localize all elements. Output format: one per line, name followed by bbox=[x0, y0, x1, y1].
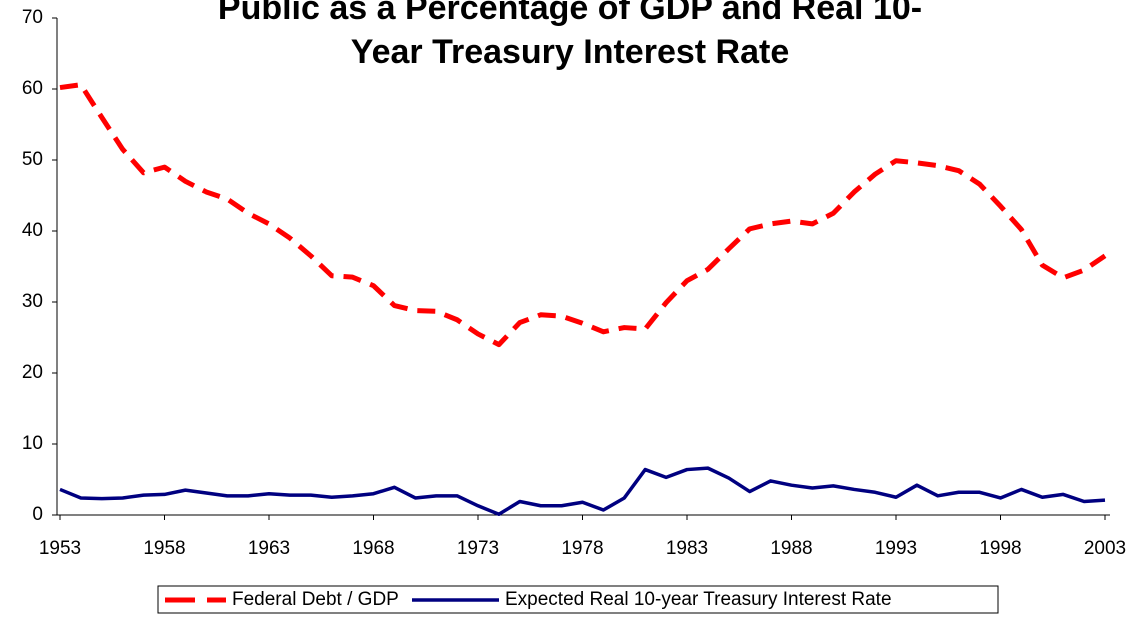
legend-box bbox=[157, 585, 999, 614]
x-tick-label: 1993 bbox=[875, 538, 917, 559]
y-tick-label: 30 bbox=[22, 291, 43, 312]
x-tick-label: 1953 bbox=[39, 538, 81, 559]
y-tick-label: 60 bbox=[22, 78, 43, 99]
x-tick-label: 1968 bbox=[352, 538, 394, 559]
y-tick-label: 10 bbox=[22, 433, 43, 454]
y-tick-label: 70 bbox=[22, 7, 43, 28]
x-tick-label: 1958 bbox=[143, 538, 185, 559]
x-tick-label: 1998 bbox=[979, 538, 1021, 559]
x-tick-label: 1988 bbox=[770, 538, 812, 559]
y-tick-label: 40 bbox=[22, 220, 43, 241]
legend-label: Expected Real 10-year Treasury Interest … bbox=[505, 589, 892, 610]
series-line bbox=[59, 82, 1107, 348]
x-tick-label: 1983 bbox=[666, 538, 708, 559]
y-tick-label: 50 bbox=[22, 149, 43, 170]
x-tick-label: 1973 bbox=[457, 538, 499, 559]
x-tick-label: 2003 bbox=[1084, 538, 1126, 559]
series-line bbox=[59, 466, 1106, 517]
legend-label: Federal Debt / GDP bbox=[232, 589, 399, 610]
chart-title: Year Treasury Interest Rate bbox=[351, 33, 789, 71]
y-tick-label: 20 bbox=[22, 362, 43, 383]
y-tick-label: 0 bbox=[32, 504, 43, 525]
x-tick-label: 1963 bbox=[248, 538, 290, 559]
x-tick-label: 1978 bbox=[561, 538, 603, 559]
chart-title: Public as a Percentage of GDP and Real 1… bbox=[218, 0, 922, 27]
